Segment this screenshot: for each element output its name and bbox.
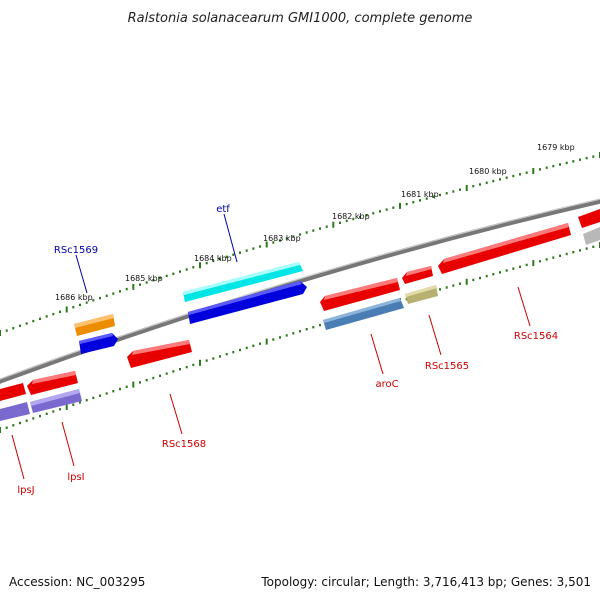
map-title: Ralstonia solanacearum GMI1000, complete… <box>128 11 473 26</box>
gene-rsc1568[interactable] <box>127 340 192 368</box>
footer-accession: Accession: NC_003295 <box>9 575 145 589</box>
gene-small-red[interactable] <box>402 266 433 284</box>
gene-lpsJ-red[interactable] <box>0 383 26 401</box>
scale-ticks-outer <box>0 152 600 336</box>
kbp-label-1681: 1681 kbp <box>401 190 439 199</box>
leader-lpsJ <box>11 434 25 480</box>
gene-edge-gray[interactable] <box>583 227 600 245</box>
gene-rsc1569[interactable] <box>74 314 115 336</box>
gene-blue-forward-2[interactable] <box>79 333 118 354</box>
gene-label-rsc1565: RSc1565 <box>425 361 469 372</box>
leader-rsc1565 <box>428 314 442 356</box>
gene-label-lpsI: lpsI <box>67 472 84 483</box>
gene-aroC-steel[interactable] <box>323 298 404 330</box>
gene-label-rsc1564: RSc1564 <box>514 331 558 342</box>
leader-etf <box>223 213 238 263</box>
gene-etf[interactable] <box>183 262 303 302</box>
gene-label-rsc1569: RSc1569 <box>54 245 98 256</box>
gene-label-etf: etf <box>216 204 230 215</box>
kbp-label-1686: 1686 kbp <box>55 293 93 302</box>
kbp-label-1685: 1685 kbp <box>125 274 163 283</box>
leader-rsc1564 <box>517 286 531 327</box>
kbp-label-1680: 1680 kbp <box>469 167 507 176</box>
gene-blue-forward-1[interactable] <box>188 281 307 324</box>
kbp-label-1682: 1682 kbp <box>332 212 370 221</box>
gene-label-rsc1568: RSc1568 <box>162 439 206 450</box>
gene-rsc1565[interactable] <box>405 285 438 304</box>
leader-rsc1569 <box>75 254 88 294</box>
kbp-label-1679: 1679 kbp <box>537 143 575 152</box>
leader-lpsI <box>61 421 75 467</box>
kbp-label-1683: 1683 kbp <box>263 234 301 243</box>
kbp-label-1684: 1684 kbp <box>194 254 232 263</box>
leader-rsc1568 <box>169 393 183 435</box>
gene-arc-red-1[interactable] <box>320 278 400 311</box>
gene-label-aroC: aroC <box>375 379 398 390</box>
footer-topology: Topology: circular; Length: 3,716,413 bp… <box>260 575 591 589</box>
gene-lpsI-purple[interactable] <box>30 389 82 413</box>
gene-label-lpsJ: lpsJ <box>17 485 34 496</box>
gene-lpsJ-purple[interactable] <box>0 402 30 421</box>
gene-rsc1564[interactable] <box>438 223 571 274</box>
gene-edge-red[interactable] <box>578 209 600 228</box>
gene-lpsI-red[interactable] <box>27 371 78 395</box>
leader-aroC <box>370 333 384 375</box>
